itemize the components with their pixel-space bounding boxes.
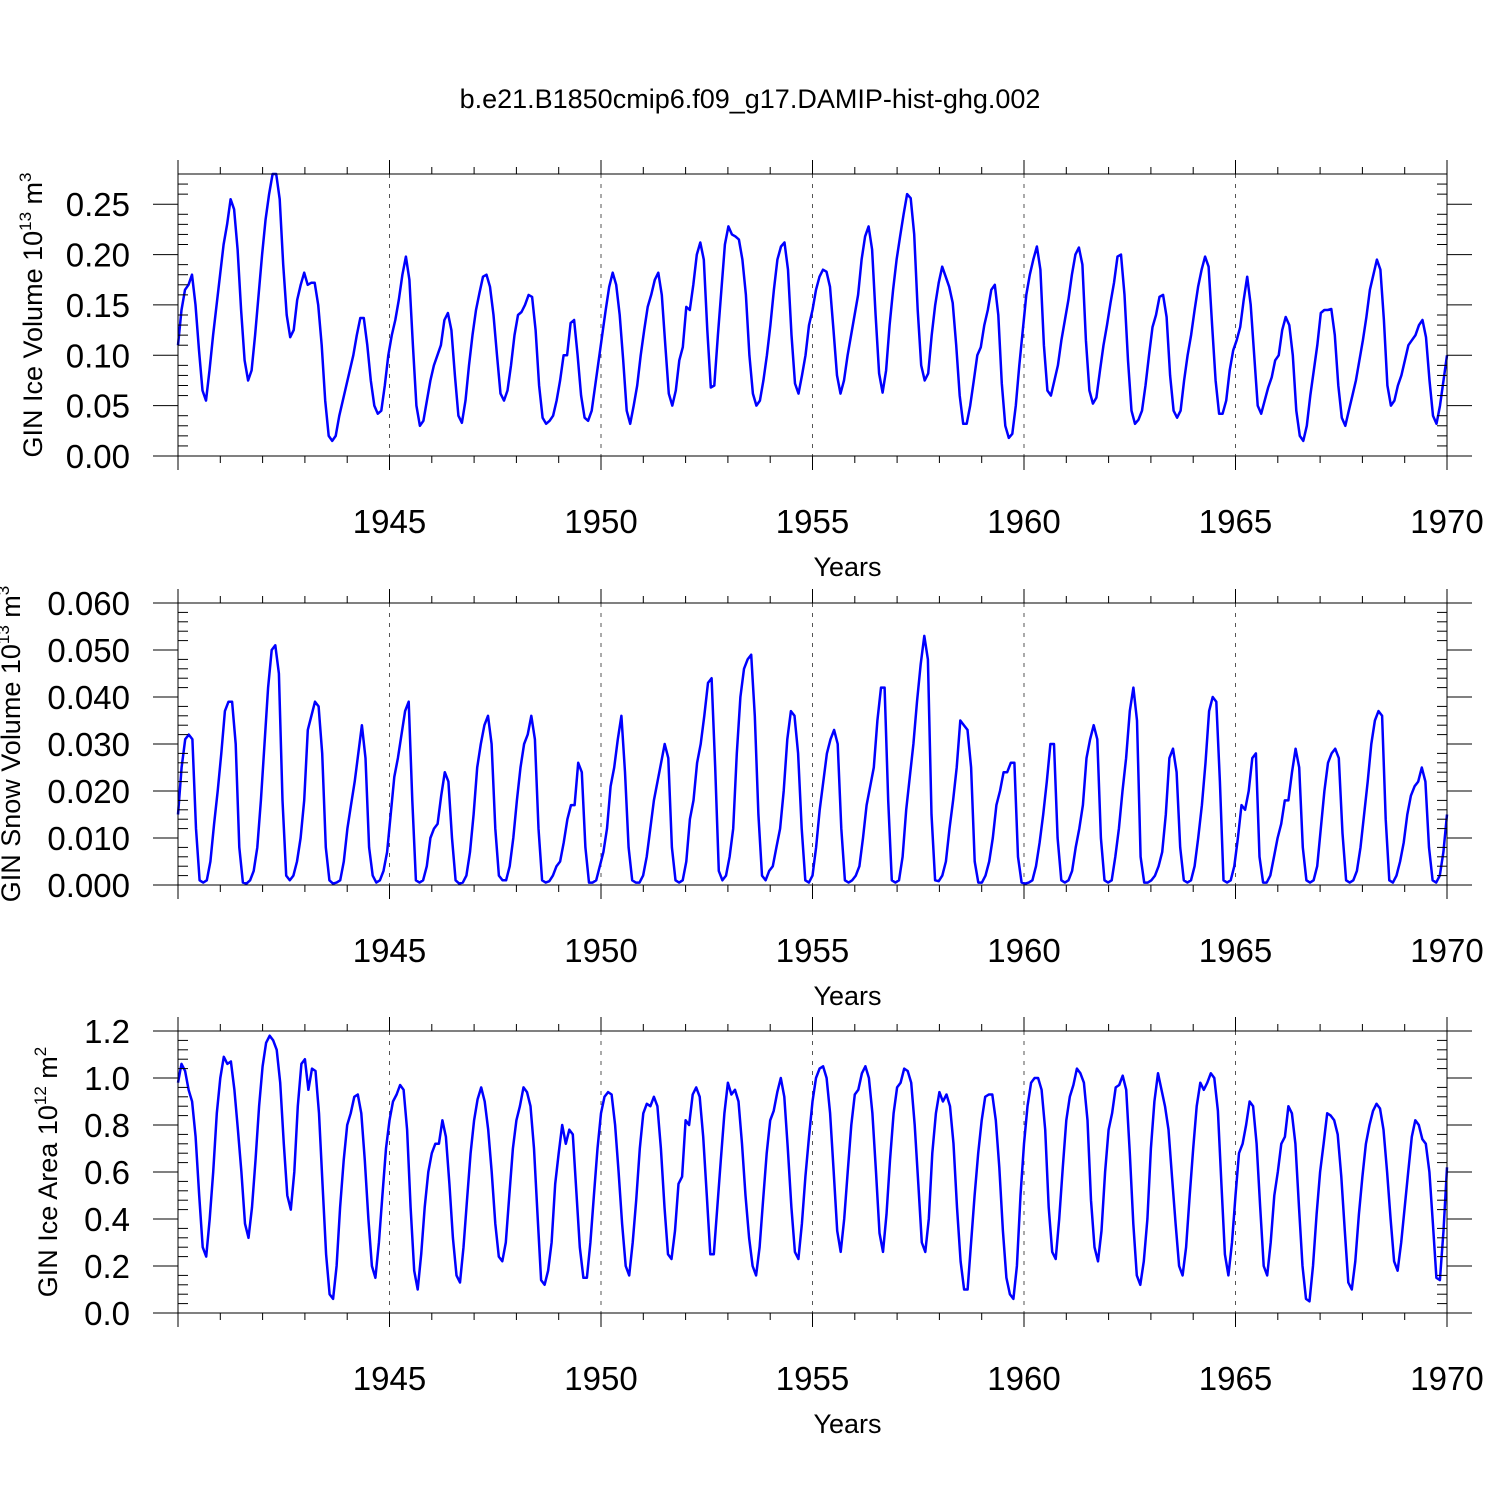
x-tick-label: 1970	[1410, 503, 1483, 540]
y-axis-label: GIN Snow Volume 1013 m3	[0, 586, 26, 903]
y-tick-label: 0.4	[84, 1201, 130, 1238]
x-axis-label: Years	[813, 1409, 881, 1439]
x-tick-label: 1965	[1199, 932, 1272, 969]
series-line	[176, 172, 1449, 443]
x-axis-label: Years	[813, 981, 881, 1011]
y-tick-label: 0.2	[84, 1248, 130, 1285]
y-tick-label: 0.050	[47, 632, 130, 669]
panel-ice-area: 1945 1950 1955 1960 1965 1970 Years 0.0 0.2 0.4 0.…	[31, 1013, 1484, 1439]
y-tick-label: 0.10	[66, 337, 130, 374]
y-tick-label: 0.000	[47, 867, 130, 904]
x-tick-label: 1955	[776, 932, 849, 969]
y-tick-label: 0.0	[84, 1295, 130, 1332]
y-tick-label: 0.040	[47, 679, 130, 716]
y-tick-label: 1.2	[84, 1013, 130, 1050]
y-tick-label: 0.25	[66, 186, 130, 223]
x-tick-label: 1955	[776, 1360, 849, 1397]
y-tick-label: 0.6	[84, 1154, 130, 1191]
panel-snow-volume: 1945 1950 1955 1960 1965 1970 Years 0.000 0.010 0…	[0, 585, 1484, 1011]
y-axis-label: GIN Ice Volume 1013 m3	[16, 172, 48, 457]
y-tick-label: 0.00	[66, 438, 130, 475]
x-axis-label: Years	[813, 552, 881, 582]
x-tick-label: 1960	[987, 503, 1060, 540]
x-tick-label: 1970	[1410, 932, 1483, 969]
y-tick-label: 0.030	[47, 726, 130, 763]
y-tick-label: 0.15	[66, 287, 130, 324]
x-tick-label: 1950	[564, 1360, 637, 1397]
y-tick-label: 0.060	[47, 585, 130, 622]
x-tick-label: 1965	[1199, 503, 1272, 540]
figure-title: b.e21.B1850cmip6.f09_g17.DAMIP-hist-ghg.…	[459, 84, 1041, 114]
x-tick-label: 1970	[1410, 1360, 1483, 1397]
series-line	[176, 634, 1449, 885]
series-line	[176, 1034, 1449, 1303]
x-tick-label: 1950	[564, 503, 637, 540]
x-tick-label: 1945	[353, 503, 426, 540]
x-tick-label: 1965	[1199, 1360, 1272, 1397]
y-tick-label: 0.020	[47, 773, 130, 810]
y-axis-label: GIN Ice Area 1012 m2	[31, 1047, 63, 1298]
panel-ice-volume: 1945 1950 1955 1960 1965 1970 Years 0.00 0.05 0.1…	[16, 160, 1484, 582]
x-tick-label: 1960	[987, 932, 1060, 969]
y-tick-label: 0.20	[66, 237, 130, 274]
x-tick-label: 1945	[353, 1360, 426, 1397]
x-tick-label: 1945	[353, 932, 426, 969]
y-tick-label: 0.05	[66, 388, 130, 425]
x-tick-label: 1955	[776, 503, 849, 540]
y-tick-label: 0.010	[47, 820, 130, 857]
x-tick-label: 1960	[987, 1360, 1060, 1397]
x-tick-label: 1950	[564, 932, 637, 969]
y-tick-label: 0.8	[84, 1107, 130, 1144]
y-tick-label: 1.0	[84, 1060, 130, 1097]
